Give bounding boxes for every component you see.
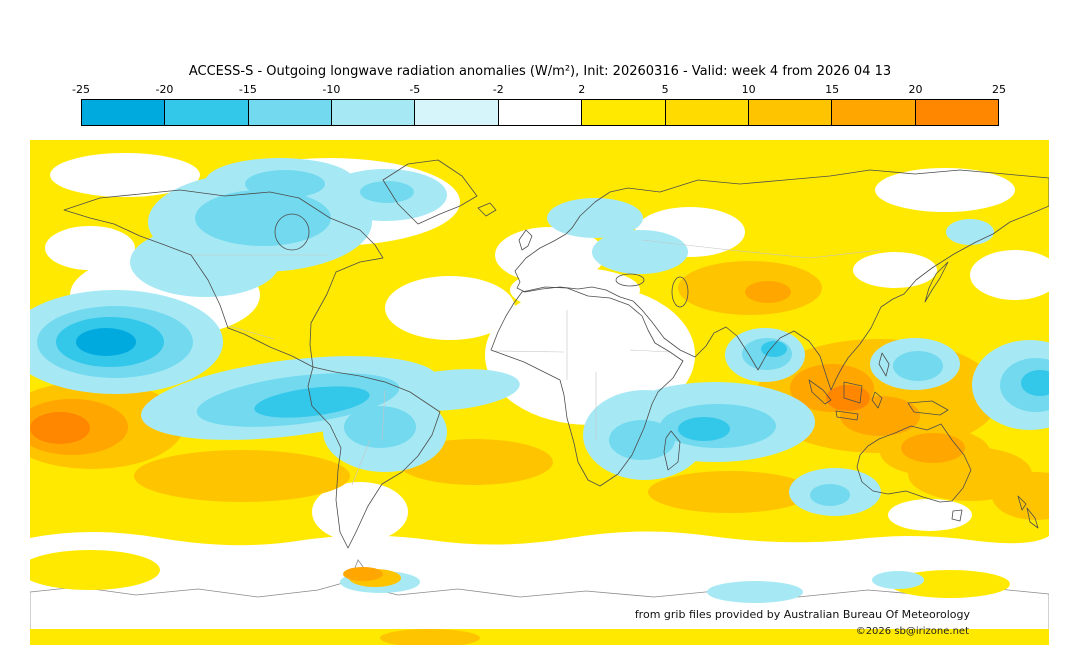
- eurasia-outline: [514, 169, 1049, 391]
- colorbar-tick-label: -2: [492, 83, 504, 96]
- colorbar-segment: [582, 100, 666, 125]
- sumatra-outline: [808, 379, 832, 405]
- colorbar-gradient: [81, 99, 999, 126]
- japan-outline: [924, 261, 949, 303]
- colorbar-tick-label: -10: [322, 83, 341, 96]
- negative-anomaly-core: [76, 328, 136, 356]
- colorbar-tick-label: -25: [72, 83, 90, 96]
- colorbar-segment: [248, 100, 333, 125]
- positive-anomaly-deep-orange-cores: [30, 385, 870, 444]
- colorbar-tick-label: 20: [908, 83, 923, 96]
- uk-outline: [518, 229, 533, 251]
- colorbar-segment: [832, 100, 916, 125]
- black-sea-outline: [615, 273, 645, 287]
- australia-outline: [856, 423, 972, 503]
- colorbar-tick-label: -15: [238, 83, 257, 96]
- madagascar-outline: [663, 430, 681, 471]
- antarctica-landmass: [30, 559, 1049, 645]
- colorbar-segment: [165, 100, 249, 125]
- philippines-outline: [878, 352, 890, 377]
- anomaly-map-svg: [30, 140, 1049, 645]
- colorbar-segment: [665, 100, 749, 125]
- colorbar-tick-label: 10: [741, 83, 756, 96]
- antarctic-coast-accents: [30, 550, 1010, 603]
- colorbar-tick-labels: -25 -20 -15 -10 -5 -2 2 5 10 15 20 25: [72, 83, 1006, 96]
- attribution-text: from grib files provided by Australian B…: [634, 608, 970, 621]
- map-bottom-strip: [30, 629, 1049, 645]
- borneo-outline: [843, 381, 863, 404]
- new-zealand-outline: [1017, 495, 1039, 529]
- chart-title: ACCESS-S - Outgoing longwave radiation a…: [188, 64, 892, 79]
- colorbar-tick-label: 5: [661, 83, 669, 96]
- colorbar-segment: [415, 100, 499, 125]
- tasmania-outline: [951, 509, 963, 522]
- java-outline: [835, 410, 859, 421]
- colorbar-tick-label: -5: [409, 83, 421, 96]
- colorbar-tick-label: -20: [155, 83, 174, 96]
- colorbar-segment: [748, 100, 833, 125]
- caspian-sea-outline: [671, 276, 689, 308]
- colorbar-tick-label: 15: [825, 83, 840, 96]
- africa-outline: [490, 286, 684, 487]
- greenland-outline: [382, 159, 478, 225]
- country-borders: [191, 239, 881, 486]
- world-map: from grib files provided by Australian B…: [30, 140, 1049, 645]
- new-guinea-outline: [907, 400, 949, 416]
- colorbar-segment: [332, 100, 416, 125]
- colorbar-segment: [915, 100, 998, 125]
- south-america-outline: [307, 366, 441, 549]
- colorbar-tick-label: 2: [578, 83, 586, 96]
- colorbar-segment: [82, 100, 166, 125]
- colorbar-segment: [498, 100, 583, 125]
- colorbar-tick-label: 25: [992, 83, 1006, 96]
- copyright-text: ©2026 sb@irizone.net: [855, 626, 969, 637]
- sulawesi-outline: [871, 391, 883, 409]
- hudson-bay-outline: [274, 213, 310, 251]
- iceland-outline: [477, 202, 497, 217]
- north-america-outline: [63, 189, 384, 368]
- continent-outlines: [63, 159, 1049, 549]
